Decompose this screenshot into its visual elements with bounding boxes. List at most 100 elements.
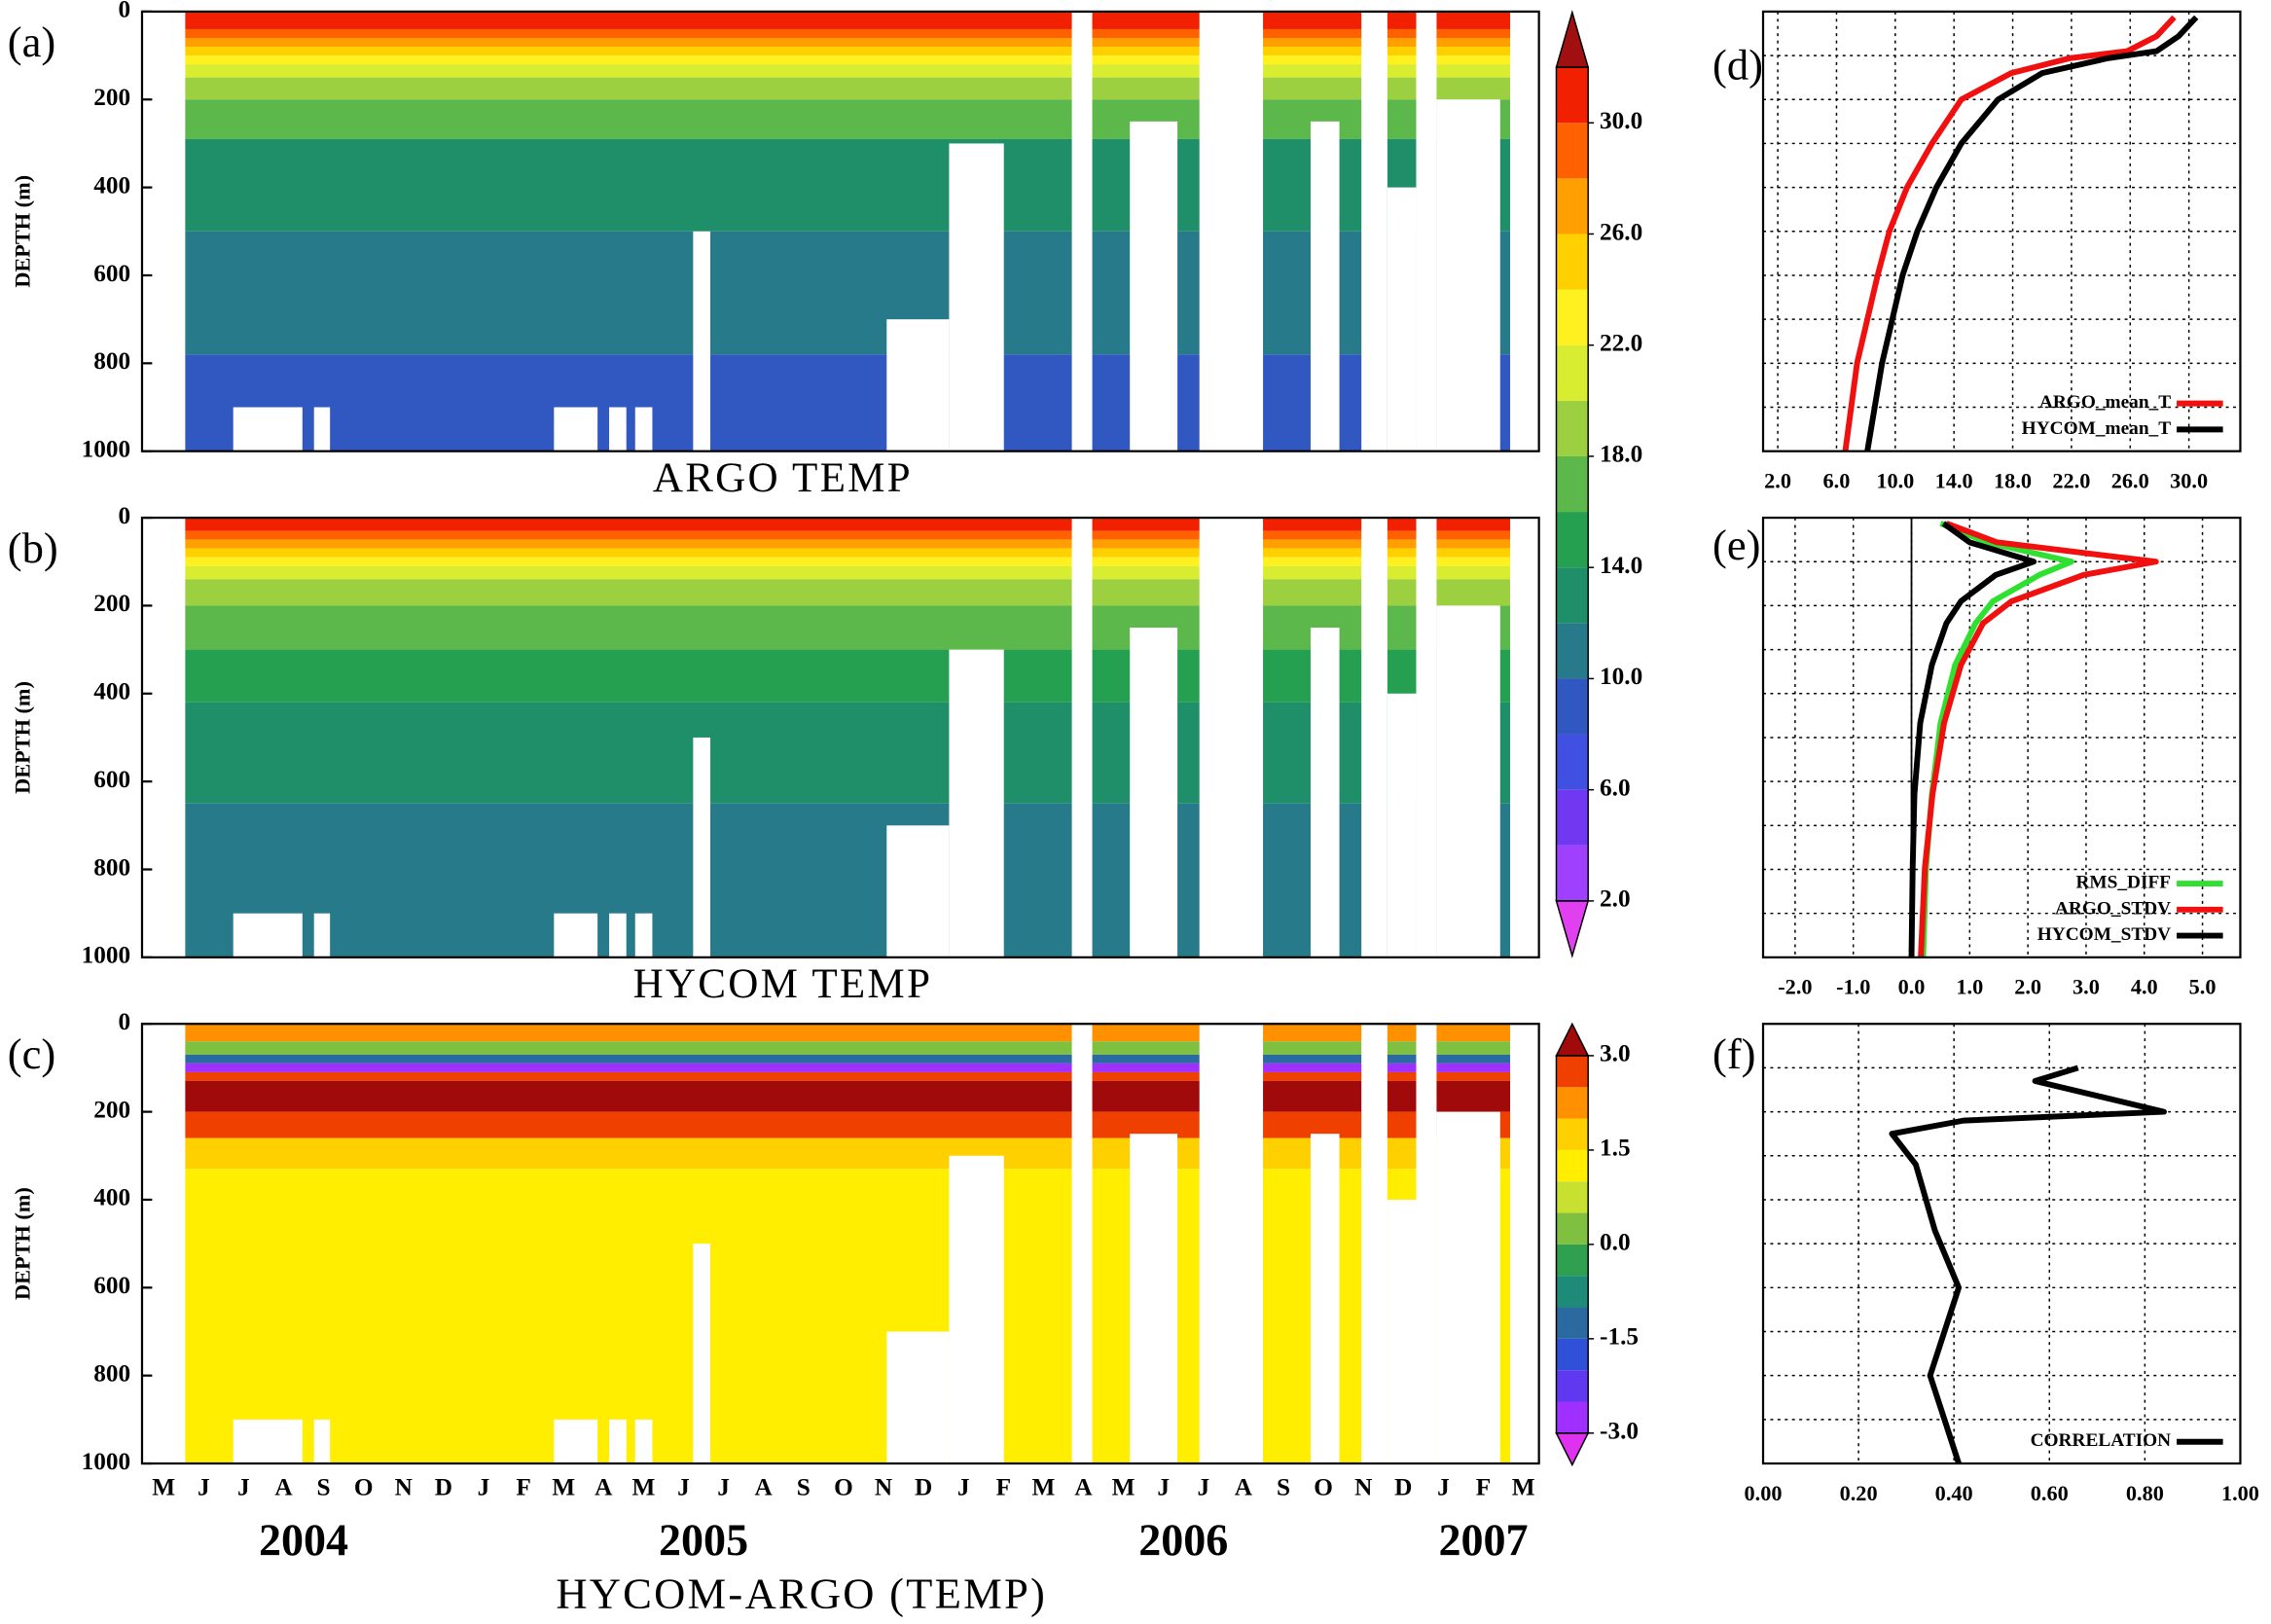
missing-data [1071,1024,1093,1464]
colorbar-bin [1556,734,1589,790]
x-tick-label: N [875,1474,892,1501]
x-tick-label: 0.00 [1745,1481,1783,1505]
x-tick-label: S [1277,1474,1290,1501]
legend-label: HYCOM_mean_T [2022,418,2172,439]
contour-band [185,11,1511,29]
x-tick-label: O [354,1474,374,1501]
plot-frame [140,1023,1540,1465]
colorbar-tick-label: -1.5 [1600,1323,1639,1351]
missing-data [1361,1024,1388,1464]
x-tick-label: 3.0 [2073,975,2100,999]
y-tick-label: 0 [118,0,130,23]
panel-title: HYCOM TEMP [633,961,933,1007]
contour-band [185,1111,1511,1138]
y-tick-label: 600 [93,766,130,793]
x-tick-label: 6.0 [1823,468,1851,492]
colorbar-bin [1556,1370,1589,1402]
y-tick-label: 400 [93,678,130,705]
contour-band [185,649,1511,703]
x-tick-label: A [755,1474,774,1501]
missing-data [609,1419,627,1464]
contour-band [185,354,1511,451]
x-tick-label: -1.0 [1836,975,1870,999]
x-axis-label: HYCOM-ARGO (TEMP) [556,1569,1047,1617]
colorbar-tick-label: 18.0 [1600,441,1642,468]
colorbar-bin [1556,1244,1589,1277]
x-tick-label: J [1157,1474,1170,1501]
year-label: 2004 [259,1515,348,1565]
missing-data [313,913,331,957]
profile-line [1908,521,2037,957]
missing-data [693,231,711,451]
y-axis-label: DEPTH (m) [11,175,35,288]
contour-band [185,77,1511,100]
missing-data [1361,11,1388,451]
colorbar-tick-label: -3.0 [1600,1418,1639,1445]
colorbar-bin [1556,623,1589,679]
x-tick-label: M [552,1474,575,1501]
contour-band [185,1024,1511,1042]
x-tick-label: 1.0 [1956,975,1983,999]
colorbar-bin [1556,1338,1589,1371]
contour-band [185,803,1511,957]
missing-data [1310,1134,1340,1464]
panel-title: ARGO TEMP [653,455,913,501]
missing-data [634,1419,653,1464]
missing-data [1310,121,1340,451]
x-tick-label: J [957,1474,970,1501]
x-tick-label: F [1476,1474,1491,1501]
colorbar-bin [1556,123,1589,179]
x-tick-label: 10.0 [1876,468,1914,492]
x-tick-label: J [677,1474,690,1501]
x-tick-label: J [237,1474,250,1501]
y-tick-label: 600 [93,260,130,287]
missing-data [313,1419,331,1464]
contour-band [185,579,1511,606]
missing-data [1130,628,1178,957]
missing-data [233,913,303,957]
missing-data [554,1419,598,1464]
y-tick-label: 0 [118,502,130,529]
x-tick-label: -2.0 [1778,975,1812,999]
x-tick-label: M [1031,1474,1055,1501]
colorbar-bin [1556,1307,1589,1339]
x-tick-label: 0.40 [1935,1481,1973,1505]
contour-band [185,605,1511,650]
x-tick-label: 0.0 [1898,975,1926,999]
y-tick-label: 600 [93,1272,130,1299]
missing-data [1130,1134,1178,1464]
colorbar-bin [1556,1087,1589,1119]
missing-data [949,649,1004,957]
x-tick-label: D [435,1474,452,1501]
colorbar-bin [1556,67,1589,124]
colorbar-bin [1556,678,1589,735]
missing-data [1199,11,1264,451]
panel-label: (d) [1712,41,1763,90]
y-tick-label: 0 [118,1008,130,1035]
colorbar-tick-label: 30.0 [1600,107,1642,134]
missing-data [554,407,598,451]
x-tick-label: 5.0 [2189,975,2217,999]
x-tick-label: 2.0 [2014,975,2041,999]
x-tick-label: M [152,1474,175,1501]
missing-data [1436,99,1500,451]
y-tick-label: 400 [93,171,130,198]
contour-band [185,1080,1511,1112]
panel-label: (b) [8,523,58,572]
plot-frame [1761,516,2242,958]
x-tick-label: 14.0 [1935,468,1973,492]
missing-data [1416,11,1437,451]
y-tick-label: 200 [93,1096,130,1123]
y-tick-label: 200 [93,84,130,111]
year-label: 2005 [659,1515,748,1565]
missing-data [1387,693,1417,957]
y-tick-label: 1000 [82,435,131,462]
colorbar-bin [1556,1212,1589,1245]
contour-band [185,138,1511,232]
legend-label: ARGO_mean_T [2039,392,2171,413]
x-tick-label: 2.0 [1764,468,1791,492]
missing-data [693,737,711,957]
contour-band [185,530,1511,540]
